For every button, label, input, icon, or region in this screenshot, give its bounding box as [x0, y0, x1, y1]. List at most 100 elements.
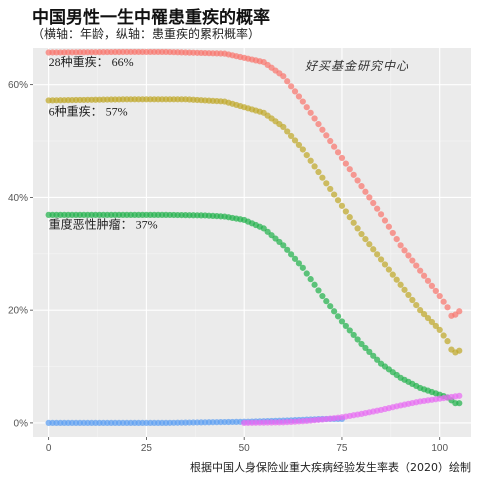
- y-tick-label: 0%: [14, 418, 29, 429]
- data-point: [295, 93, 303, 100]
- series-annotation: 重度恶性肿瘤： 37%: [49, 216, 158, 231]
- data-point: [280, 123, 287, 131]
- y-tick-label: 60%: [8, 80, 28, 91]
- data-point: [295, 260, 303, 267]
- data-point: [413, 301, 420, 309]
- data-point: [444, 338, 451, 345]
- data-point: [424, 277, 432, 284]
- data-point: [338, 318, 346, 325]
- data-points: [45, 48, 463, 427]
- data-point: [303, 104, 310, 111]
- data-point: [350, 171, 357, 178]
- data-point: [315, 287, 322, 294]
- data-point: [456, 392, 463, 399]
- data-point: [374, 356, 381, 363]
- x-tick-label: 0: [46, 443, 52, 454]
- data-point: [288, 251, 295, 258]
- data-point: [331, 143, 338, 150]
- data-point: [350, 219, 357, 226]
- series-annotation: 6种重疾： 57%: [49, 104, 128, 119]
- data-point: [284, 128, 291, 135]
- data-point: [319, 126, 326, 133]
- data-point: [409, 257, 416, 264]
- data-point: [366, 241, 373, 248]
- data-point: [311, 281, 318, 288]
- data-point: [295, 141, 303, 149]
- data-point: [385, 223, 392, 230]
- data-point: [307, 109, 314, 116]
- data-point: [456, 347, 463, 354]
- plot-panel: [33, 48, 471, 437]
- data-point: [354, 225, 361, 232]
- data-point: [334, 197, 342, 204]
- data-point: [420, 310, 428, 318]
- chart-caption: 根据中国人身保险业重大疾病经验发生率表（2020）绘制: [190, 461, 471, 474]
- data-point: [354, 177, 361, 184]
- data-point: [342, 322, 349, 330]
- data-point: [311, 163, 318, 170]
- data-point: [389, 271, 396, 278]
- data-point: [456, 400, 463, 407]
- series-0: [45, 48, 463, 319]
- data-point: [389, 229, 396, 237]
- data-point: [417, 307, 424, 314]
- data-point: [385, 266, 392, 273]
- data-point: [288, 83, 295, 90]
- data-point: [299, 146, 306, 153]
- series-annotations: 28种重疾： 66% 6种重疾： 57% 重度恶性肿瘤： 37%: [49, 54, 158, 231]
- data-point: [338, 202, 346, 209]
- data-point: [331, 308, 338, 315]
- data-point: [424, 314, 432, 322]
- data-point: [370, 199, 377, 207]
- x-tick-label: 75: [336, 443, 348, 454]
- data-point: [366, 194, 373, 201]
- data-point: [346, 166, 353, 173]
- data-point: [374, 205, 381, 212]
- data-point: [334, 313, 342, 320]
- data-point: [428, 282, 435, 290]
- data-point: [291, 255, 299, 262]
- data-point: [456, 308, 463, 315]
- data-point: [291, 137, 299, 144]
- data-point: [311, 115, 318, 122]
- data-point: [280, 242, 287, 249]
- data-point: [370, 246, 377, 253]
- data-point: [444, 304, 451, 311]
- data-point: [358, 183, 365, 190]
- data-point: [327, 185, 334, 193]
- data-point: [428, 318, 435, 326]
- data-point: [319, 174, 326, 181]
- data-point: [440, 332, 447, 339]
- data-point: [327, 137, 334, 145]
- data-point: [397, 242, 404, 249]
- series-2: [45, 211, 463, 407]
- series-1: [45, 96, 463, 356]
- data-point: [327, 303, 334, 310]
- data-point: [409, 296, 416, 304]
- data-point: [291, 88, 299, 95]
- data-point: [397, 281, 404, 288]
- data-point: [405, 252, 412, 259]
- data-point: [307, 276, 314, 283]
- data-point: [362, 344, 369, 352]
- data-point: [358, 230, 365, 238]
- x-tick-label: 50: [239, 443, 251, 454]
- data-point: [299, 98, 306, 105]
- y-tick-label: 20%: [8, 306, 28, 317]
- data-point: [420, 272, 428, 279]
- series-4: [241, 392, 463, 427]
- data-point: [315, 168, 322, 176]
- data-point: [284, 246, 291, 253]
- data-point: [401, 247, 408, 254]
- data-point: [288, 132, 295, 140]
- data-point: [393, 276, 400, 283]
- data-point: [413, 262, 420, 269]
- data-point: [307, 157, 314, 164]
- data-point: [334, 149, 342, 156]
- chart-subtitle: （横轴：年龄，纵轴：患重疾的累积概率）: [32, 27, 261, 41]
- data-point: [315, 121, 322, 128]
- watermark-text: 好买基金研究中心: [305, 59, 409, 73]
- data-point: [377, 211, 385, 218]
- data-point: [299, 264, 306, 271]
